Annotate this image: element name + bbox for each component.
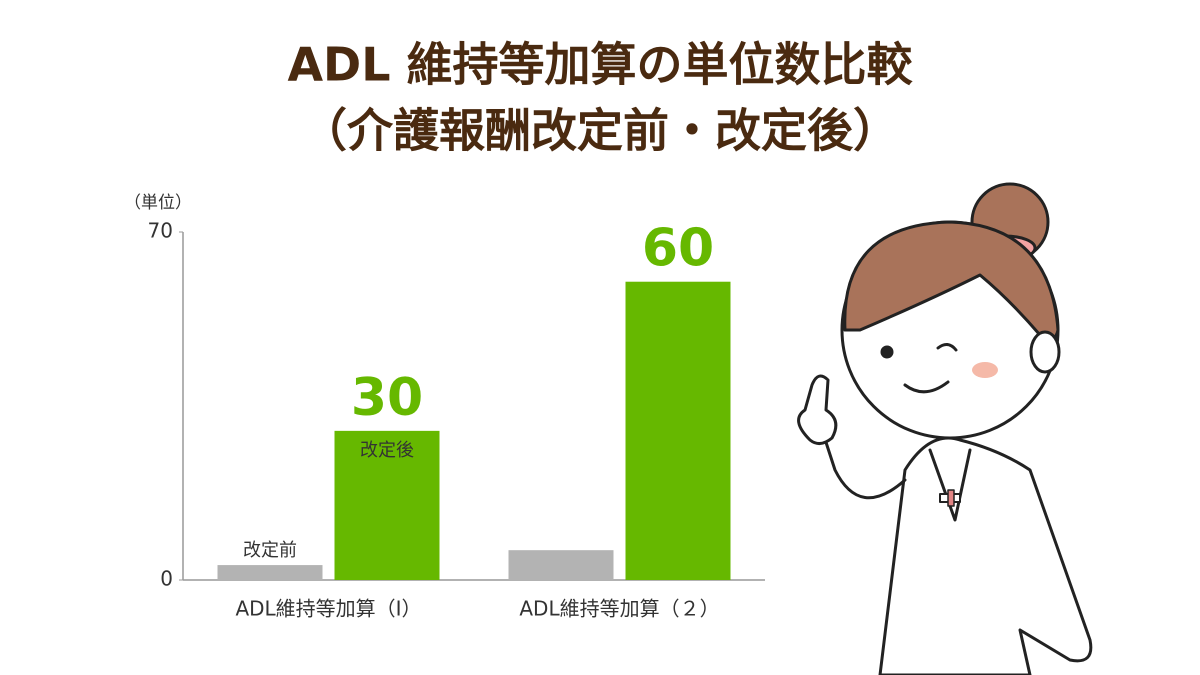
- chart-title: ADL 維持等加算の単位数比較: [287, 38, 913, 92]
- series-label: 改定後: [360, 440, 414, 461]
- x-tick-label: ADL維持等加算（２）: [519, 597, 719, 621]
- value-label: 30: [351, 368, 423, 428]
- bar: [508, 550, 614, 580]
- y-tick-label: 70: [148, 219, 173, 243]
- y-tick-label: 0: [160, 567, 173, 591]
- series-label: 改定前: [243, 540, 297, 561]
- x-tick-label: ADL維持等加算（Ⅰ）: [235, 597, 421, 621]
- bar: [334, 430, 440, 580]
- value-label: 60: [642, 219, 714, 279]
- nurse-illustration: [797, 182, 1093, 675]
- bar: [625, 281, 731, 580]
- bar: [217, 565, 323, 580]
- chart-subtitle: （介護報酬改定前・改定後）: [301, 104, 899, 158]
- y-axis-label: （単位）: [124, 193, 192, 213]
